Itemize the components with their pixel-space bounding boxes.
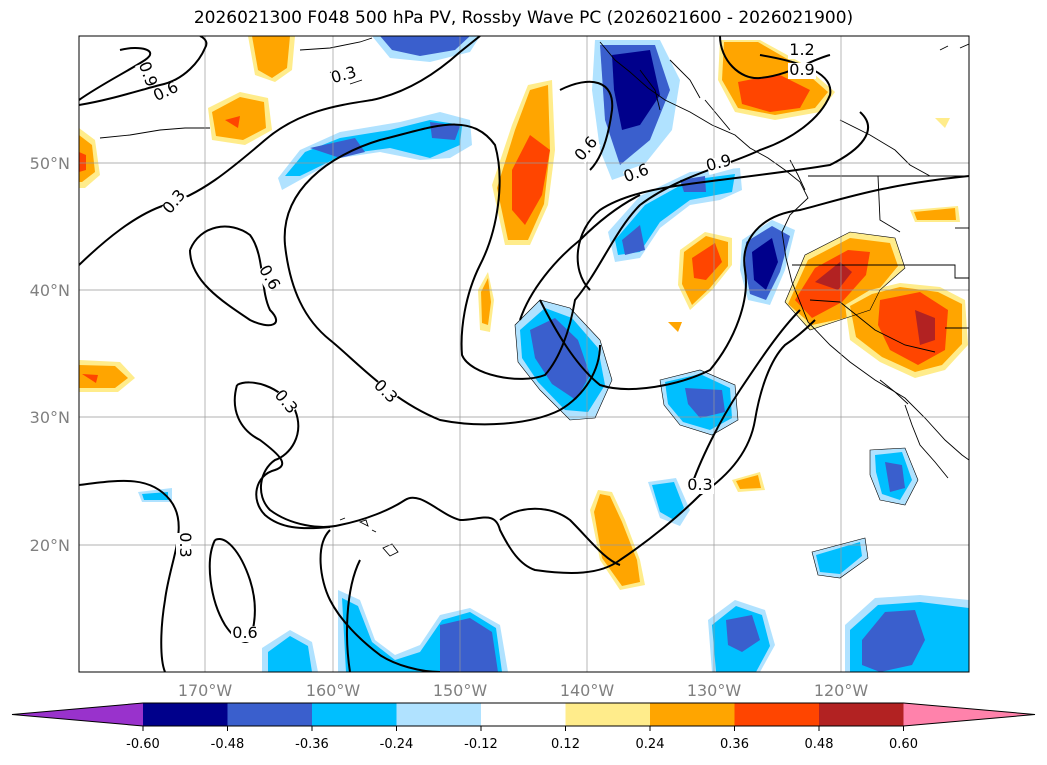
lon-label: 150°W bbox=[433, 681, 488, 700]
colorbar-segment bbox=[650, 703, 735, 726]
lat-label: 20°N bbox=[30, 536, 70, 555]
political-borders bbox=[792, 119, 969, 353]
colorbar-tick-label: -0.24 bbox=[380, 737, 414, 752]
colorbar: -0.60 -0.48 -0.36 -0.24 -0.12 0.12 0.24 0.36 0.4… bbox=[11, 702, 1036, 752]
colorbar-tick-label: 0.60 bbox=[889, 737, 918, 752]
contour-label: 0.6 bbox=[231, 623, 259, 642]
map-frame bbox=[78, 35, 970, 673]
colorbar-tick-label: 0.12 bbox=[551, 737, 580, 752]
lon-label: 160°W bbox=[306, 681, 361, 700]
colorbar-segment bbox=[227, 703, 313, 726]
colorbar-tick-label: -0.48 bbox=[211, 737, 245, 752]
colorbar-segment bbox=[819, 703, 904, 726]
colorbar-tick-label: 0.24 bbox=[636, 737, 665, 752]
colorbar-segment bbox=[565, 703, 651, 726]
lon-label: 120°W bbox=[814, 681, 869, 700]
contour-label: 1.2 bbox=[788, 40, 816, 59]
svg-text:0.3: 0.3 bbox=[176, 532, 195, 557]
svg-text:0.6: 0.6 bbox=[232, 623, 257, 642]
lat-label: 30°N bbox=[30, 408, 70, 427]
positive-anomaly-shading bbox=[79, 36, 968, 590]
contour-label: 0.3 bbox=[329, 62, 359, 87]
colorbar-extend-min bbox=[12, 703, 143, 726]
colorbar-segment bbox=[312, 703, 397, 726]
negative-anomaly-shading bbox=[138, 36, 969, 672]
contour-labels: 0.9 0.6 0.3 0.6 0.3 0.6 0.3 0.3 0.6 0.3 … bbox=[135, 40, 816, 642]
longitude-labels: 170°W 160°W 150°W 140°W 130°W 120°W bbox=[178, 681, 869, 700]
colorbar-segment bbox=[734, 703, 820, 726]
map-title: 2026021300 F048 500 hPa PV, Rossby Wave … bbox=[193, 8, 854, 28]
lon-label: 140°W bbox=[560, 681, 615, 700]
lon-label: 130°W bbox=[687, 681, 742, 700]
colorbar-tick-label: -0.60 bbox=[126, 737, 160, 752]
coastlines bbox=[99, 37, 969, 557]
lat-label: 40°N bbox=[30, 281, 70, 300]
contour-label: 0.3 bbox=[176, 532, 195, 558]
lon-label: 170°W bbox=[178, 681, 233, 700]
anomaly-outlines bbox=[514, 231, 919, 579]
contour-label: 0.9 bbox=[788, 60, 816, 79]
contour-label: 0.3 bbox=[686, 475, 714, 494]
lat-label: 50°N bbox=[30, 154, 70, 173]
colorbar-segment bbox=[143, 703, 228, 726]
latitude-labels: 50°N 40°N 30°N 20°N bbox=[30, 154, 70, 555]
colorbar-tick-label: -0.12 bbox=[464, 737, 498, 752]
svg-text:0.3: 0.3 bbox=[687, 475, 712, 494]
colorbar-segment bbox=[481, 703, 566, 726]
colorbar-extend-max bbox=[903, 703, 1035, 726]
colorbar-tick-label: -0.36 bbox=[295, 737, 329, 752]
colorbar-segment bbox=[396, 703, 482, 726]
svg-text:1.2: 1.2 bbox=[789, 40, 814, 59]
colorbar-tick-label: 0.48 bbox=[805, 737, 834, 752]
pv-anomaly-fills bbox=[79, 36, 969, 672]
colorbar-tick-label: 0.36 bbox=[720, 737, 749, 752]
svg-text:0.9: 0.9 bbox=[789, 60, 814, 79]
